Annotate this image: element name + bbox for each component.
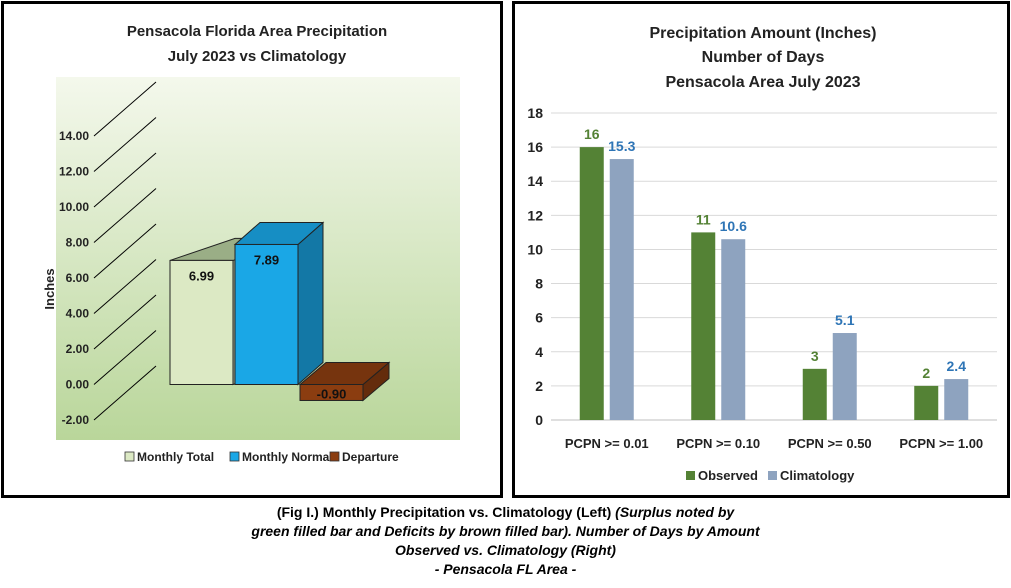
- y-tick-label: 14.00: [59, 129, 89, 143]
- y-tick-label: 6: [535, 310, 543, 326]
- category-label: PCPN >= 0.50: [788, 436, 872, 451]
- legend-label: Departure: [342, 450, 399, 464]
- bar-climatology: [610, 159, 634, 420]
- y-tick-label: 12: [527, 207, 543, 223]
- y-tick-label: 16: [527, 139, 543, 155]
- y-tick-label: 4.00: [66, 307, 90, 321]
- data-label-observed: 3: [811, 348, 819, 364]
- caption-line-4: - Pensacola FL Area -: [0, 560, 1011, 579]
- chart-subtitle: July 2023 vs Climatology: [168, 48, 347, 65]
- data-label-monthly-normal: 7.89: [254, 252, 279, 267]
- legend-swatch: [686, 471, 695, 480]
- legend-item-monthly-total: Monthly Total: [125, 450, 214, 464]
- caption-line-1-italic: (Surplus noted by: [615, 504, 734, 520]
- category-label: PCPN >= 0.10: [676, 436, 760, 451]
- y-tick-label: 4: [535, 344, 543, 360]
- data-label-observed: 11: [696, 211, 711, 227]
- bar-climatology: [833, 333, 857, 420]
- days-by-amount-chart-panel: Precipitation Amount (Inches) Number of …: [512, 1, 1010, 498]
- legend-swatch: [768, 471, 777, 480]
- y-tick-label: 8.00: [66, 236, 90, 250]
- data-label-climatology: 5.1: [835, 312, 855, 328]
- chart-subtitle-2: Pensacola Area July 2023: [665, 74, 860, 91]
- y-tick-label: 0: [535, 412, 543, 428]
- bar-climatology: [721, 239, 745, 420]
- figure-caption: (Fig I.) Monthly Precipitation vs. Clima…: [0, 503, 1011, 579]
- data-label-observed: 2: [922, 365, 930, 381]
- legend: Observed Climatology: [686, 468, 855, 483]
- legend-label: Monthly Total: [137, 450, 214, 464]
- data-label-climatology: 2.4: [947, 358, 967, 374]
- data-label-climatology: 10.6: [720, 218, 747, 234]
- legend: Monthly Total Monthly Normal Departure: [125, 450, 399, 464]
- data-label-monthly-total: 6.99: [189, 268, 214, 283]
- legend-swatch: [230, 452, 239, 461]
- y-tick-label: -2.00: [62, 413, 90, 427]
- days-by-amount-chart: Precipitation Amount (Inches) Number of …: [515, 4, 1007, 495]
- y-tick-label: 2.00: [66, 342, 90, 356]
- chart-subtitle: Number of Days: [702, 49, 825, 66]
- legend-item-climatology: Climatology: [768, 468, 855, 483]
- category-label: PCPN >= 1.00: [899, 436, 983, 451]
- category-label: PCPN >= 0.01: [565, 436, 649, 451]
- category-labels: PCPN >= 0.01 PCPN >= 0.10 PCPN >= 0.50 PCPN…: [565, 436, 983, 451]
- y-tick-label: 18: [527, 105, 543, 121]
- legend-swatch: [125, 452, 134, 461]
- legend-label: Monthly Normal: [242, 450, 333, 464]
- bar-observed: [803, 369, 827, 420]
- caption-line-1: (Fig I.) Monthly Precipitation vs. Clima…: [277, 504, 611, 520]
- y-axis-label: Inches: [42, 268, 57, 309]
- precipitation-chart-panel: Pensacola Florida Area Precipitation Jul…: [1, 1, 503, 498]
- chart-title: Precipitation Amount (Inches): [650, 25, 877, 42]
- legend-item-departure: Departure: [330, 450, 399, 464]
- bar-observed: [580, 147, 604, 420]
- data-label-departure: -0.90: [317, 387, 347, 402]
- legend-item-observed: Observed: [686, 468, 758, 483]
- chart-title: Pensacola Florida Area Precipitation: [127, 23, 387, 40]
- y-tick-label: 0.00: [66, 378, 90, 392]
- y-tick-label: 10: [527, 241, 543, 257]
- y-tick-label: 14: [527, 173, 543, 189]
- bar-climatology: [944, 379, 968, 420]
- data-label-observed: 16: [584, 126, 600, 142]
- caption-line-2: green filled bar and Deficits by brown f…: [0, 522, 1011, 541]
- bar-observed: [914, 386, 938, 420]
- caption-line-3: Observed vs. Climatology (Right): [0, 541, 1011, 560]
- legend-item-monthly-normal: Monthly Normal: [230, 450, 333, 464]
- bars: 16 15.3 11 10.6 3 5.1 2 2.4: [580, 126, 969, 420]
- legend-label: Observed: [698, 468, 758, 483]
- y-tick-label: 6.00: [66, 271, 90, 285]
- y-tick-labels: 0 2 4 6 8 10 12 14 16 18: [527, 105, 543, 428]
- precipitation-chart: Pensacola Florida Area Precipitation Jul…: [4, 4, 500, 495]
- y-tick-label: 12.00: [59, 165, 89, 179]
- bar-observed: [691, 232, 715, 420]
- y-tick-label: 8: [535, 276, 543, 292]
- y-tick-label: 10.00: [59, 200, 89, 214]
- legend-swatch: [330, 452, 339, 461]
- data-label-climatology: 15.3: [608, 138, 635, 154]
- bar-monthly-normal: [235, 222, 323, 384]
- legend-label: Climatology: [780, 468, 855, 483]
- y-tick-label: 2: [535, 378, 543, 394]
